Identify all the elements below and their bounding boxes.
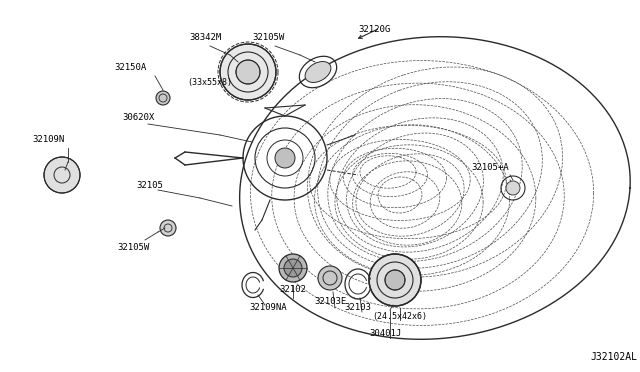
- Circle shape: [279, 254, 307, 282]
- Circle shape: [369, 254, 421, 306]
- Text: (24.5x42x6): (24.5x42x6): [372, 311, 428, 321]
- Text: (33x55x8): (33x55x8): [188, 77, 232, 87]
- Text: 32105: 32105: [136, 180, 163, 189]
- Text: 32105+A: 32105+A: [471, 164, 509, 173]
- Text: 32105W: 32105W: [117, 244, 149, 253]
- Text: 30620X: 30620X: [122, 113, 154, 122]
- Text: 32103E: 32103E: [314, 298, 346, 307]
- Circle shape: [220, 44, 276, 100]
- Circle shape: [156, 91, 170, 105]
- Circle shape: [44, 157, 80, 193]
- Text: 32109N: 32109N: [32, 135, 64, 144]
- Circle shape: [318, 266, 342, 290]
- Text: 32105W: 32105W: [252, 33, 284, 42]
- Text: 38342M: 38342M: [189, 33, 221, 42]
- Circle shape: [506, 181, 520, 195]
- Circle shape: [275, 148, 295, 168]
- Text: J32102AL: J32102AL: [591, 352, 637, 362]
- Text: 30401J: 30401J: [369, 330, 401, 339]
- Text: 32150A: 32150A: [114, 64, 146, 73]
- Circle shape: [385, 270, 405, 290]
- Text: 32102: 32102: [280, 285, 307, 295]
- Circle shape: [160, 220, 176, 236]
- Text: 32120G: 32120G: [358, 26, 390, 35]
- Text: 32103: 32103: [344, 304, 371, 312]
- Ellipse shape: [305, 61, 331, 83]
- Circle shape: [284, 259, 302, 277]
- Text: 32109NA: 32109NA: [249, 304, 287, 312]
- Circle shape: [236, 60, 260, 84]
